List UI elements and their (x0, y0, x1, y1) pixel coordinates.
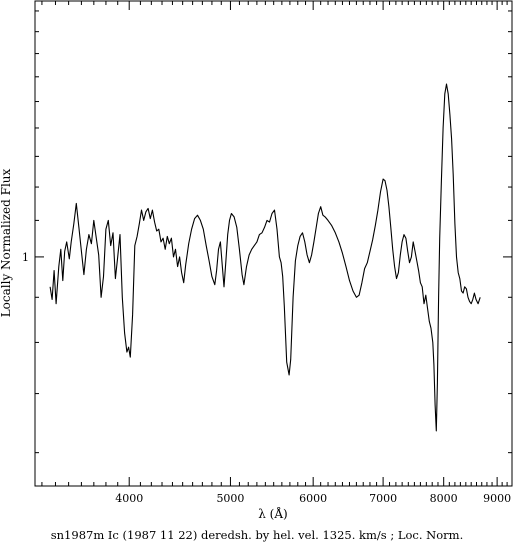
plot-frame (34, 0, 513, 487)
x-axis-label: λ (Å) (258, 506, 287, 521)
chart-caption: sn1987m Ic (1987 11 22) deredsh. by hel.… (51, 528, 463, 542)
x-axis-ticks: 4000 5000 6000 7000 8000 9000 (41, 1, 513, 505)
x-tick-label: 7000 (369, 492, 397, 505)
y-axis-ticks: 1 (22, 10, 512, 454)
y-tick-label: 1 (22, 251, 29, 264)
series-line (49, 83, 481, 432)
x-tick-label: 4000 (115, 492, 143, 505)
x-tick-label: 9000 (483, 492, 511, 505)
y-axis-label: Locally Normalized Flux (0, 168, 13, 317)
x-tick-label: 5000 (216, 492, 244, 505)
x-tick-label: 6000 (299, 492, 327, 505)
x-tick-label: 8000 (430, 492, 458, 505)
